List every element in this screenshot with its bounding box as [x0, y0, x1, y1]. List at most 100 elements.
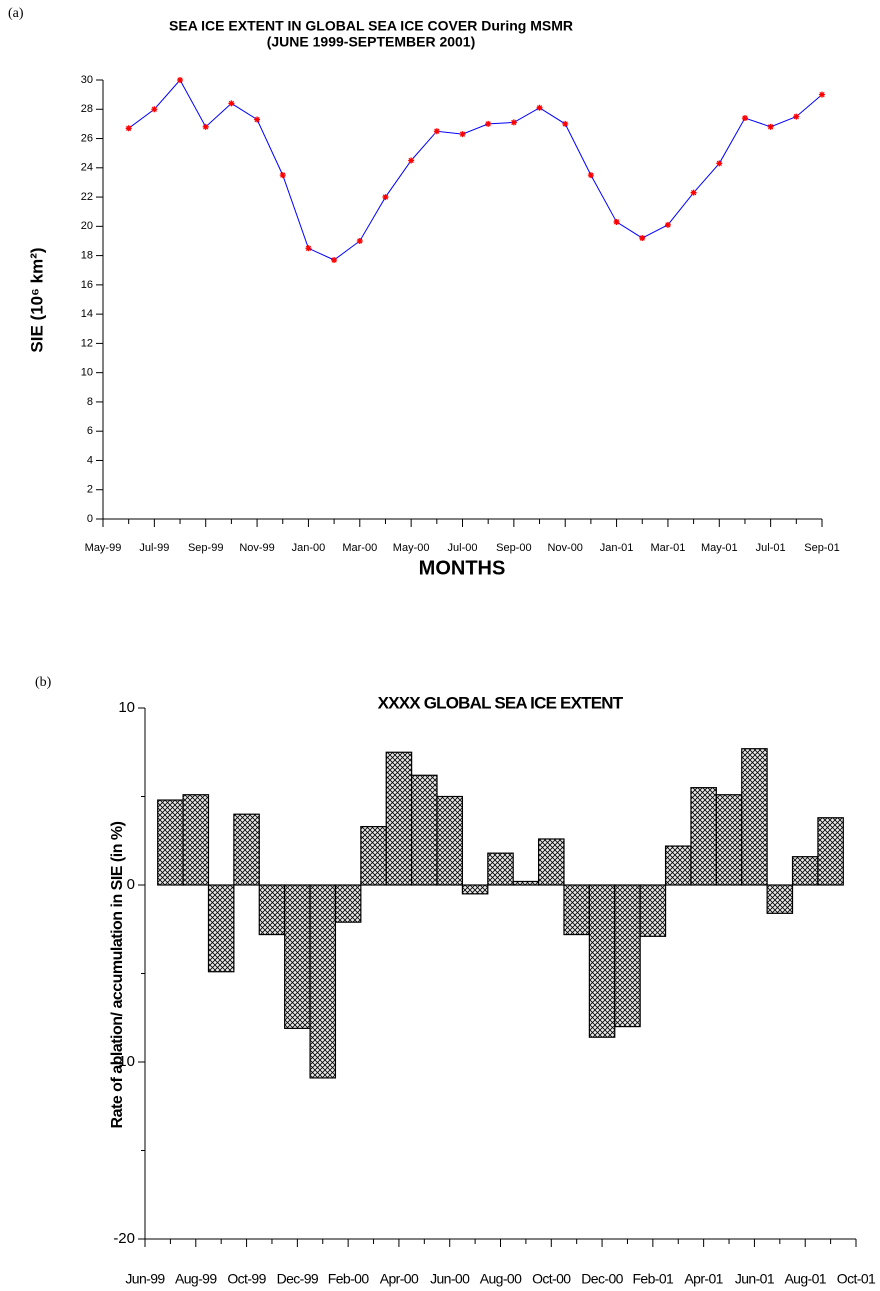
x-tick-label: May-00 [393, 542, 430, 554]
bar [664, 845, 692, 886]
data-marker [664, 221, 671, 228]
bar [512, 880, 540, 886]
data-line [128, 79, 823, 261]
x-tick-label: Jun-01 [735, 1271, 775, 1287]
data-marker [305, 245, 312, 252]
y-tick-label: 20 [81, 220, 93, 232]
bar [207, 884, 235, 973]
chart-panel: (b) XXXX GLOBAL SEA ICE EXTENT Rate of abl… [35, 675, 877, 1287]
data-marker [639, 235, 646, 242]
bar [385, 751, 413, 886]
x-tick-label: May-01 [701, 542, 738, 554]
y-tick-label: 26 [81, 132, 93, 144]
data-marker [331, 256, 338, 263]
y-tick-label: 24 [81, 162, 93, 174]
y-tick-label: 28 [81, 103, 93, 115]
x-tick-label: Aug-00 [480, 1271, 522, 1287]
data-marker [536, 104, 543, 111]
bar [157, 799, 184, 886]
data-marker [613, 218, 620, 225]
y-tick-label: 2 [87, 484, 93, 496]
y-tick-label: 22 [81, 191, 93, 203]
y-tick-label: 10 [118, 699, 135, 716]
x-tick-label: Mar-01 [651, 542, 686, 554]
bar [284, 884, 311, 1029]
y-tick-label: 10 [81, 367, 93, 379]
y-tick-label: 0 [87, 513, 93, 525]
bar [817, 817, 844, 886]
x-tick-label: Sep-01 [804, 542, 839, 554]
y-axis-label: Rate of ablation/ accumulation in SIE (i… [109, 821, 126, 1128]
bar [588, 884, 616, 1038]
bar [436, 795, 464, 886]
y-tick-label: -10 [113, 1053, 135, 1070]
data-marker [767, 123, 774, 130]
x-tick-label: Jun-00 [430, 1271, 470, 1287]
chart-title: XXXX GLOBAL SEA ICE EXTENT [378, 693, 624, 712]
bar [791, 856, 819, 886]
data-marker [459, 131, 466, 138]
data-marker [433, 128, 440, 135]
bar [182, 794, 210, 886]
data-marker [741, 115, 748, 122]
x-tick-label: Aug-99 [175, 1271, 217, 1287]
x-tick-label: May-99 [85, 542, 122, 554]
data-marker [716, 160, 723, 167]
data-marker [254, 116, 261, 123]
panel-label: (a) [8, 6, 24, 21]
bar [690, 787, 717, 886]
x-tick-label: Oct-00 [532, 1271, 571, 1287]
y-tick-label: 16 [81, 279, 93, 291]
x-tick-label: Jul-99 [139, 542, 169, 554]
x-tick-label: Apr-00 [380, 1271, 419, 1287]
bar [334, 884, 362, 923]
y-tick-label: 14 [81, 308, 93, 320]
x-tick-label: Feb-00 [328, 1271, 370, 1287]
bar [639, 884, 667, 937]
data-marker [408, 157, 415, 164]
x-tick-label: Dec-00 [581, 1271, 623, 1287]
data-marker [819, 91, 825, 98]
chart-title: SEA ICE EXTENT IN GLOBAL SEA ICE COVER D… [169, 18, 573, 34]
x-tick-label: Oct-01 [837, 1271, 876, 1287]
data-marker [356, 237, 363, 244]
x-tick-label: Nov-00 [547, 542, 582, 554]
data-marker [177, 77, 184, 83]
bar [461, 884, 489, 895]
y-tick-label: -20 [113, 1230, 135, 1247]
data-marker [690, 189, 697, 196]
chart-panel: (a) SEA ICE EXTENT IN GLOBAL SEA ICE COVE… [8, 6, 840, 579]
bar [766, 884, 794, 914]
data-marker [202, 123, 209, 130]
bar [360, 825, 387, 886]
data-marker [587, 172, 594, 179]
data-marker [151, 106, 158, 113]
x-tick-label: Jun-99 [125, 1271, 165, 1287]
data-marker [485, 120, 492, 127]
x-tick-label: Apr-01 [684, 1271, 723, 1287]
x-tick-label: Feb-01 [632, 1271, 674, 1287]
data-marker [510, 119, 517, 126]
x-tick-label: Mar-00 [342, 542, 377, 554]
bar [309, 884, 337, 1079]
chart-subtitle: (JUNE 1999-SEPTEMBER 2001) [267, 34, 476, 50]
bar [715, 794, 743, 886]
x-tick-label: Jan-01 [600, 542, 634, 554]
x-tick-label: Aug-01 [784, 1271, 826, 1287]
data-marker [279, 172, 286, 179]
data-marker [125, 125, 132, 132]
data-marker [793, 113, 800, 120]
x-axis-label: MONTHS [419, 557, 506, 579]
bar [487, 852, 514, 886]
x-tick-label: Jul-00 [448, 542, 478, 554]
y-tick-label: 6 [87, 425, 93, 437]
bar [537, 838, 565, 886]
y-tick-label: 18 [81, 250, 93, 262]
x-tick-label: Nov-99 [239, 542, 274, 554]
x-tick-label: Oct-99 [227, 1271, 266, 1287]
bar [258, 884, 286, 936]
x-tick-label: Jan-00 [292, 542, 326, 554]
bar [741, 748, 768, 886]
bar [233, 813, 260, 886]
